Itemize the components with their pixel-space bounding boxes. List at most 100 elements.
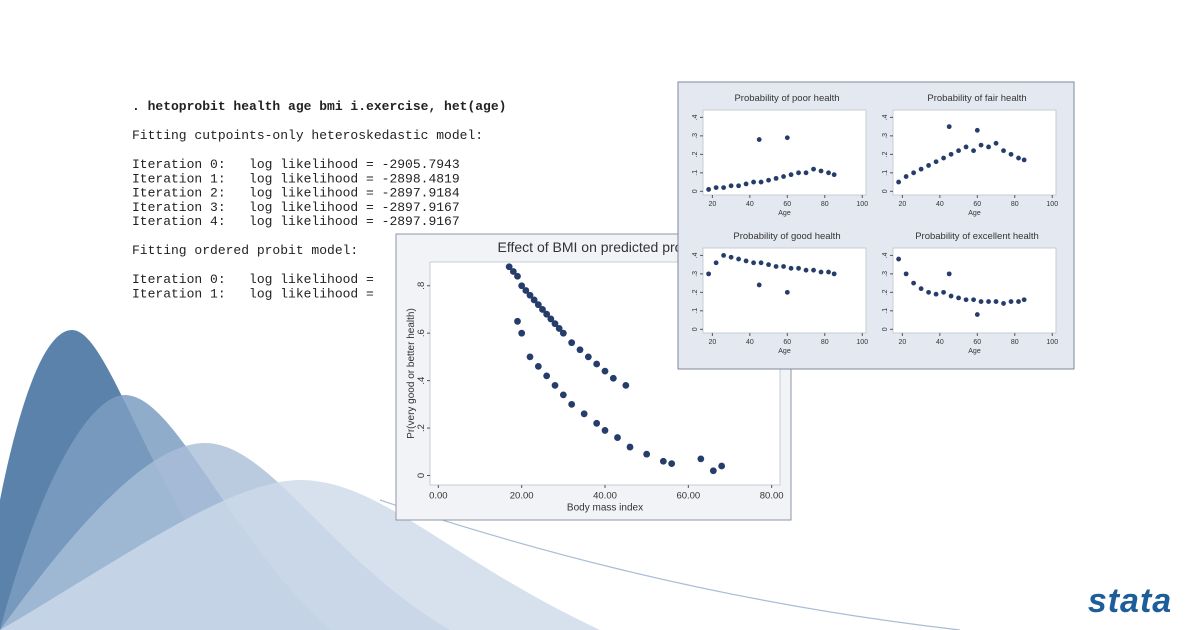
point	[831, 172, 837, 178]
point	[831, 271, 837, 277]
point	[530, 296, 538, 304]
x-axis-label: Age	[968, 348, 981, 355]
point	[543, 372, 551, 380]
x-tick-label: 20	[898, 201, 906, 208]
point	[568, 400, 576, 408]
point	[751, 260, 756, 266]
small-charts-window: Probability of poor health 20 40 60 80 100 0 .1…	[677, 81, 1075, 370]
y-tick-label: .4	[882, 252, 889, 258]
console-line: Iteration 2: log likelihood = -2897.9184	[132, 186, 460, 201]
y-tick-label: .2	[882, 289, 889, 295]
point	[978, 142, 984, 148]
point	[706, 187, 712, 192]
x-axis-label: Age	[778, 210, 791, 217]
x-tick-label: 100	[856, 339, 868, 346]
point	[1001, 301, 1006, 306]
point	[609, 374, 617, 382]
chart-title: Probability of good health	[733, 231, 840, 242]
x-tick-label: 40	[746, 201, 754, 208]
point	[743, 258, 749, 264]
point	[773, 264, 779, 269]
point	[993, 299, 999, 304]
point	[614, 434, 621, 441]
point	[766, 262, 771, 268]
point	[514, 317, 521, 325]
y-tick-label: 0	[692, 327, 699, 331]
console-line: Iteration 1: log likelihood = -2898.4819	[132, 171, 460, 186]
console-line: Fitting cutpoints-only heteroskedastic m…	[132, 128, 483, 143]
y-tick-label: .1	[692, 170, 699, 176]
y-tick-label: .2	[882, 151, 889, 157]
x-tick-label: 60	[783, 339, 791, 346]
point	[956, 148, 961, 154]
point	[601, 427, 609, 434]
x-tick-label: 80	[1011, 201, 1019, 208]
point	[896, 256, 902, 262]
point	[509, 268, 517, 275]
plot-area	[892, 109, 1057, 196]
point	[971, 297, 976, 303]
x-tick-label: 100	[1046, 339, 1058, 346]
point	[826, 269, 831, 275]
point	[784, 135, 790, 141]
point	[993, 140, 999, 146]
point	[756, 137, 762, 142]
point	[576, 346, 584, 354]
y-axis-label: Pr(very good or better health)	[406, 308, 417, 439]
point	[1008, 151, 1014, 157]
point	[551, 381, 559, 389]
point	[1021, 157, 1027, 163]
point	[668, 460, 676, 468]
point	[593, 360, 601, 368]
point	[773, 175, 779, 181]
point	[721, 185, 727, 191]
point	[709, 467, 717, 475]
x-tick-label: 40.00	[593, 491, 617, 502]
x-tick-label: 80.00	[760, 491, 784, 502]
y-tick-label: .1	[882, 170, 889, 176]
point	[933, 291, 939, 297]
point	[584, 353, 592, 361]
plot-area	[702, 109, 867, 196]
point	[1001, 148, 1006, 154]
y-tick-label: 0	[416, 473, 427, 478]
point	[518, 329, 526, 337]
point	[926, 289, 931, 295]
y-tick-label: .3	[882, 133, 889, 139]
y-tick-label: 0	[692, 189, 699, 193]
point	[956, 295, 961, 301]
point	[505, 263, 513, 271]
point	[756, 282, 762, 288]
console-line: Iteration 0: log likelihood =	[132, 272, 374, 287]
chart-title: Probability of fair health	[927, 93, 1026, 104]
x-tick-label: 20	[708, 201, 716, 208]
point	[766, 177, 771, 183]
point	[543, 310, 551, 318]
point	[971, 148, 976, 154]
point	[534, 301, 542, 309]
point	[534, 362, 542, 370]
y-tick-label: .8	[416, 282, 427, 290]
point	[926, 163, 931, 168]
point	[986, 299, 991, 304]
x-tick-label: 40	[936, 339, 944, 346]
point	[963, 297, 969, 303]
point	[941, 155, 946, 161]
point	[918, 166, 924, 172]
x-tick-label: 100	[856, 201, 868, 208]
y-tick-label: .4	[692, 252, 699, 258]
chart-title: Probability of poor health	[734, 93, 839, 104]
point	[568, 339, 576, 347]
point	[718, 462, 726, 470]
point	[826, 170, 831, 176]
point	[559, 391, 567, 399]
point	[622, 381, 630, 389]
point	[788, 265, 794, 271]
point	[948, 293, 954, 299]
point	[803, 170, 809, 176]
decorative-curves	[0, 330, 961, 630]
x-tick-label: 20	[898, 339, 906, 346]
point	[736, 256, 741, 262]
point	[796, 265, 801, 271]
